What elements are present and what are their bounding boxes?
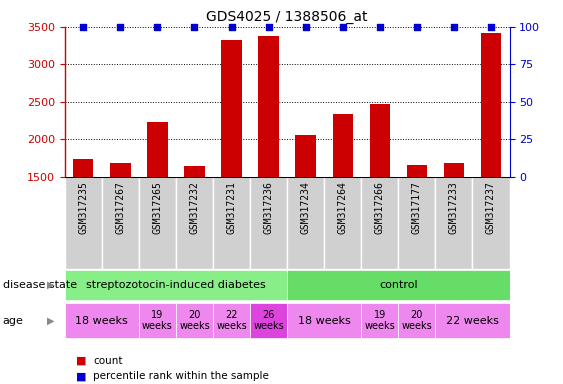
Text: GSM317234: GSM317234	[301, 181, 311, 234]
Text: GSM317267: GSM317267	[115, 181, 126, 234]
Point	[449, 24, 458, 30]
Text: GSM317236: GSM317236	[263, 181, 274, 234]
Text: 22
weeks: 22 weeks	[216, 310, 247, 331]
Bar	[435, 177, 472, 269]
Bar	[221, 40, 242, 177]
Bar	[65, 303, 139, 338]
Bar	[176, 177, 213, 269]
Point	[376, 24, 385, 30]
Bar	[213, 177, 250, 269]
Point	[412, 24, 421, 30]
Bar	[333, 114, 353, 177]
Text: GSM317231: GSM317231	[226, 181, 236, 234]
Bar	[110, 163, 131, 177]
Text: GSM317233: GSM317233	[449, 181, 459, 234]
Bar	[399, 303, 435, 338]
Bar	[361, 177, 399, 269]
Text: ▶: ▶	[47, 316, 55, 326]
Text: GSM317232: GSM317232	[190, 181, 199, 234]
Text: percentile rank within the sample: percentile rank within the sample	[93, 371, 269, 381]
Bar	[287, 303, 361, 338]
Text: 19
weeks: 19 weeks	[364, 310, 395, 331]
Text: disease state: disease state	[3, 280, 77, 290]
Text: age: age	[3, 316, 24, 326]
Text: 22 weeks: 22 weeks	[446, 316, 499, 326]
Text: 20
weeks: 20 weeks	[401, 310, 432, 331]
Text: GSM317235: GSM317235	[78, 181, 88, 234]
Bar	[444, 163, 464, 177]
Text: 19
weeks: 19 weeks	[142, 310, 173, 331]
Text: 18 weeks: 18 weeks	[298, 316, 351, 326]
Bar	[435, 303, 510, 338]
Bar	[472, 177, 510, 269]
Text: 26
weeks: 26 weeks	[253, 310, 284, 331]
Text: 18 weeks: 18 weeks	[75, 316, 128, 326]
Bar	[65, 177, 102, 269]
Bar	[481, 33, 501, 177]
Text: ▶: ▶	[47, 280, 55, 290]
Text: GSM317265: GSM317265	[153, 181, 162, 234]
Point	[153, 24, 162, 30]
Bar	[139, 303, 176, 338]
Point	[79, 24, 88, 30]
Bar	[406, 166, 427, 177]
Bar	[250, 177, 287, 269]
Text: 20
weeks: 20 weeks	[179, 310, 210, 331]
Point	[116, 24, 125, 30]
Text: control: control	[379, 280, 418, 290]
Point	[264, 24, 273, 30]
Text: GSM317237: GSM317237	[486, 181, 496, 234]
Text: GSM317264: GSM317264	[338, 181, 348, 234]
Text: GSM317266: GSM317266	[375, 181, 385, 234]
Bar	[147, 122, 168, 177]
Bar	[258, 36, 279, 177]
Bar	[324, 177, 361, 269]
Point	[190, 24, 199, 30]
Text: count: count	[93, 356, 122, 366]
Text: streptozotocin-induced diabetes: streptozotocin-induced diabetes	[86, 280, 266, 290]
Point	[338, 24, 347, 30]
Bar	[176, 303, 213, 338]
Bar	[184, 166, 205, 177]
Bar	[369, 104, 390, 177]
Point	[301, 24, 310, 30]
Bar	[361, 303, 399, 338]
Text: ■: ■	[76, 356, 87, 366]
Text: GSM317177: GSM317177	[412, 181, 422, 234]
Bar	[296, 135, 316, 177]
Bar	[287, 177, 324, 269]
Bar	[399, 177, 435, 269]
Bar	[139, 177, 176, 269]
Bar	[213, 303, 250, 338]
Point	[227, 24, 236, 30]
Bar	[250, 303, 287, 338]
Title: GDS4025 / 1388506_at: GDS4025 / 1388506_at	[207, 10, 368, 25]
Text: ■: ■	[76, 371, 87, 381]
Bar	[287, 270, 510, 300]
Bar	[73, 159, 93, 177]
Point	[486, 24, 495, 30]
Bar	[65, 270, 287, 300]
Bar	[102, 177, 139, 269]
